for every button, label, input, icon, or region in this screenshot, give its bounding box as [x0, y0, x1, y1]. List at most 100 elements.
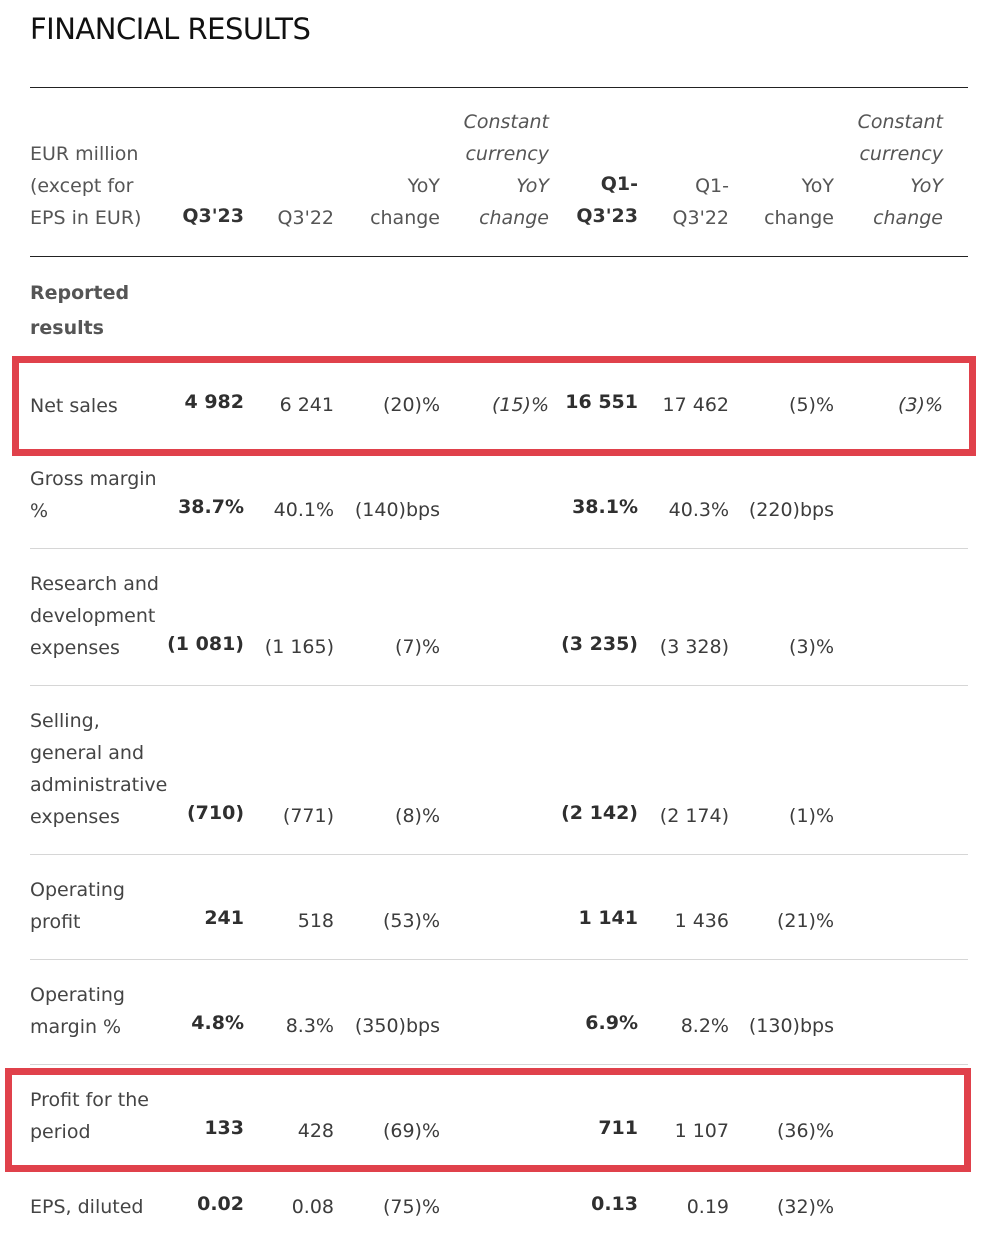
header-cc2-line: Constant: [857, 111, 943, 133]
row-label-line: profit: [30, 911, 81, 933]
unit-label-line: (except for: [30, 175, 134, 197]
cell-q3-23: (710): [186, 802, 244, 824]
row-label: Operating margin %: [30, 979, 125, 1043]
cell-ytd-23: (3 235): [561, 633, 638, 655]
row-label-line: development: [30, 605, 156, 627]
cell-q3-23: 0.02: [197, 1193, 244, 1215]
row-divider: [30, 959, 968, 960]
cell-yoy2: (32)%: [776, 1196, 834, 1218]
row-divider: [30, 854, 968, 855]
cell-ytd-23: 1 141: [578, 907, 639, 929]
cell-yoy2: (130)bps: [748, 1015, 834, 1037]
row-label-line: Operating: [30, 984, 125, 1006]
cell-ytd-23: 711: [598, 1117, 638, 1139]
cell-q3-23: 4.8%: [191, 1012, 244, 1034]
cell-yoy2: (5)%: [789, 394, 834, 416]
row-label: EPS, diluted: [30, 1191, 143, 1223]
unit-label-line: EUR million: [30, 143, 139, 165]
cell-q3-22: 8.3%: [285, 1015, 334, 1037]
row-label-line: Net sales: [30, 395, 118, 417]
row-label-line: expenses: [30, 637, 120, 659]
header-ytd22-line: Q1-: [695, 175, 729, 197]
section-label-line: Reported: [30, 282, 130, 304]
cell-q3-22: 6 241: [279, 394, 334, 416]
header-yoy-line: YoY: [407, 175, 440, 197]
row-label-line: Operating: [30, 879, 125, 901]
cell-cc: (15)%: [491, 394, 549, 416]
header-cc2-line: change: [873, 207, 943, 229]
row-label-line: Profit for the: [30, 1089, 149, 1111]
cell-q3-23: 241: [204, 907, 244, 929]
cell-yoy: (7)%: [395, 636, 440, 658]
row-label-line: Gross margin: [30, 468, 157, 490]
cell-yoy: (69)%: [382, 1120, 440, 1142]
unit-label-line: EPS in EUR): [30, 207, 142, 229]
cell-yoy: (140)bps: [354, 499, 440, 521]
header-yoy: YoY change: [370, 170, 440, 234]
cell-ytd-23: 6.9%: [585, 1012, 638, 1034]
cell-q3-23: 4 982: [184, 391, 245, 413]
header-yoy-line: change: [370, 207, 440, 229]
row-divider: [30, 1064, 968, 1065]
cell-ytd-22: 0.19: [686, 1196, 729, 1218]
header-cc2-line: YoY: [910, 175, 943, 197]
section-label-line: results: [30, 317, 104, 339]
cell-ytd-23: 16 551: [565, 391, 638, 413]
row-label-line: EPS, diluted: [30, 1196, 144, 1218]
cell-cc2: (3)%: [898, 394, 943, 416]
header-cc-line: currency: [465, 143, 549, 165]
row-label: Profit for the period: [30, 1084, 149, 1148]
header-ytd22-line: Q3'22: [672, 207, 729, 229]
header-ytd23-line: Q1-: [600, 173, 638, 195]
cell-yoy: (8)%: [395, 805, 440, 827]
row-label-line: margin %: [30, 1016, 122, 1038]
cell-yoy2: (36)%: [776, 1120, 834, 1142]
header-yoy-ytd: YoY change: [764, 170, 834, 234]
row-divider: [30, 685, 968, 686]
row-label-line: administrative: [30, 774, 168, 796]
cell-q3-22: (771): [282, 805, 334, 827]
row-label-line: Research and: [30, 573, 159, 595]
header-q1-q3-22: Q1- Q3'22: [673, 170, 729, 234]
cell-ytd-22: (2 174): [659, 805, 729, 827]
header-constant-currency-ytd: Constant currency YoY change: [858, 106, 943, 234]
row-label: Net sales: [30, 390, 118, 422]
cell-yoy2: (1)%: [789, 805, 834, 827]
cell-ytd-22: 1 436: [674, 910, 729, 932]
cell-ytd-23: (2 142): [561, 802, 638, 824]
cell-ytd-23: 38.1%: [572, 496, 638, 518]
unit-label: EUR million (except for EPS in EUR): [30, 138, 141, 234]
header-cc2-line: currency: [859, 143, 943, 165]
row-label-line: %: [30, 500, 49, 522]
cell-ytd-22: 8.2%: [680, 1015, 729, 1037]
header-q1-q3-23: Q1- Q3'23: [576, 168, 638, 232]
header-top-rule: [30, 87, 968, 88]
header-cc-line: change: [479, 207, 549, 229]
cell-q3-22: 0.08: [291, 1196, 334, 1218]
row-label: Operating profit: [30, 874, 125, 938]
cell-yoy2: (220)bps: [748, 499, 834, 521]
header-cc-line: Constant: [463, 111, 549, 133]
row-label-line: expenses: [30, 806, 120, 828]
cell-ytd-22: 1 107: [674, 1120, 729, 1142]
cell-yoy: (75)%: [382, 1196, 440, 1218]
cell-yoy: (20)%: [382, 394, 440, 416]
row-label-line: period: [30, 1121, 91, 1143]
cell-ytd-22: 17 462: [662, 394, 729, 416]
cell-q3-22: 428: [297, 1120, 334, 1142]
highlight-box: [5, 1068, 971, 1172]
cell-q3-23: 38.7%: [178, 496, 244, 518]
row-label-line: Selling,: [30, 710, 100, 732]
cell-q3-22: 518: [297, 910, 334, 932]
cell-yoy: (350)bps: [354, 1015, 440, 1037]
header-yoy2-line: change: [764, 207, 834, 229]
cell-ytd-22: (3 328): [659, 636, 729, 658]
header-bottom-rule: [30, 256, 968, 257]
highlight-box: [12, 356, 976, 456]
cell-yoy2: (21)%: [776, 910, 834, 932]
cell-q3-23: 133: [204, 1117, 244, 1139]
row-label: Selling, general and administrative expense…: [30, 705, 167, 833]
header-q3-23: Q3'23: [182, 205, 244, 227]
cell-yoy2: (3)%: [789, 636, 834, 658]
row-label: Gross margin%: [30, 463, 157, 527]
